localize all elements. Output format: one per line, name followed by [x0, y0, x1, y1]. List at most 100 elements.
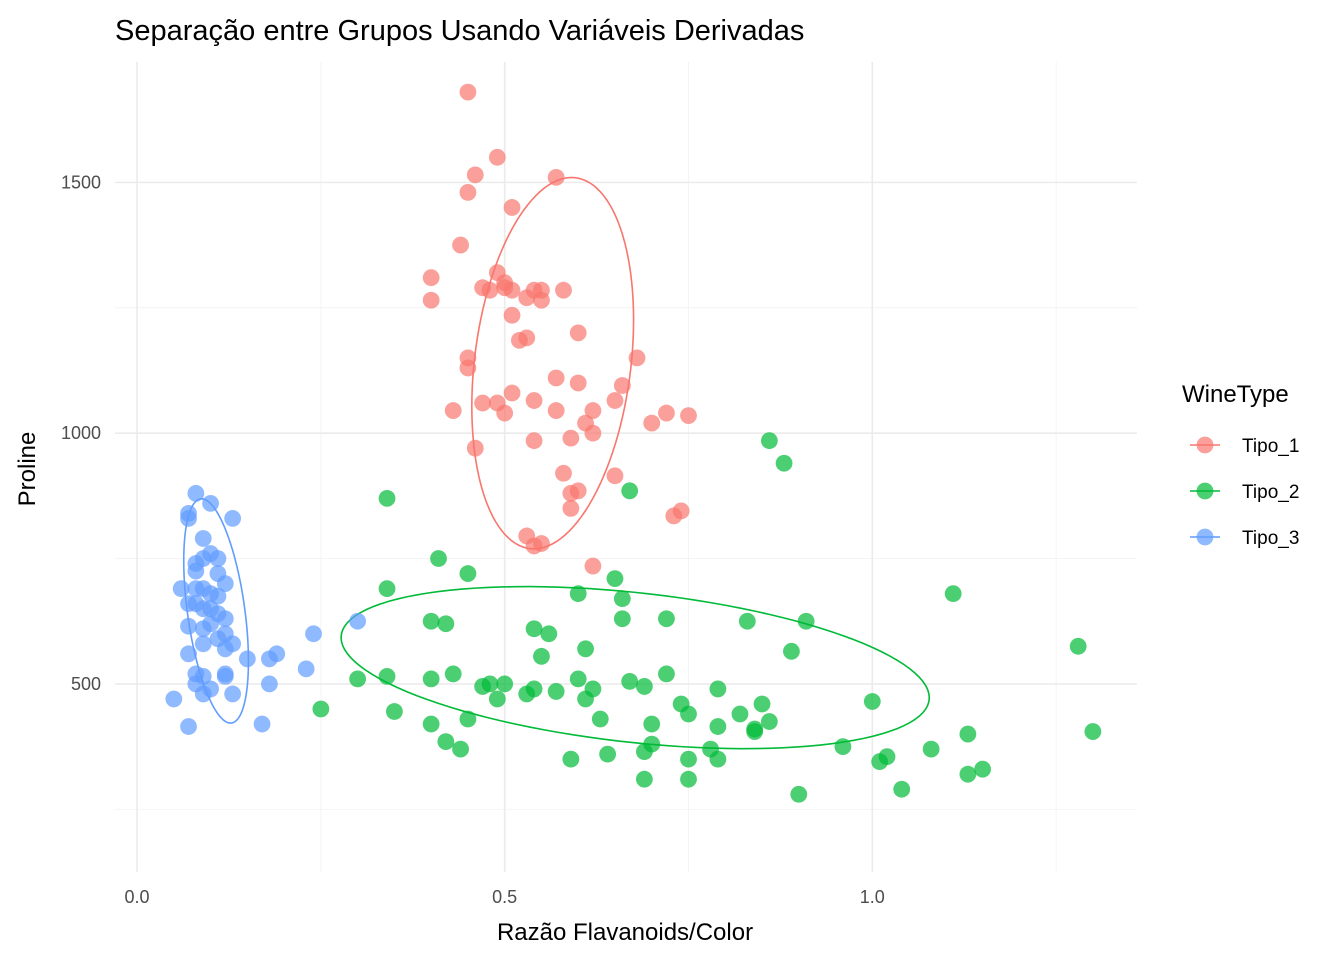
legend-key-tipo-1 — [1196, 436, 1214, 454]
point-tipo-2-11 — [378, 580, 396, 598]
point-tipo-1-5 — [503, 199, 521, 216]
point-tipo-2-76 — [959, 725, 977, 743]
point-tipo-1-39 — [606, 392, 624, 409]
point-tipo-1-34 — [496, 404, 514, 422]
point-tipo-3-0 — [187, 484, 205, 502]
point-tipo-1-32 — [474, 394, 492, 412]
point-tipo-3-36 — [216, 665, 234, 683]
point-tipo-3-4 — [180, 510, 197, 527]
point-tipo-2-56 — [562, 750, 580, 768]
point-tipo-2-24 — [577, 640, 594, 658]
point-tipo-1-31 — [444, 402, 462, 419]
point-tipo-1-42 — [643, 414, 661, 432]
point-tipo-2-6 — [533, 647, 550, 665]
point-tipo-2-73 — [680, 750, 697, 768]
point-tipo-2-26 — [783, 642, 800, 660]
point-tipo-1-17 — [518, 289, 536, 307]
point-tipo-2-59 — [643, 735, 661, 753]
ellipses — [182, 176, 931, 750]
point-tipo-2-39 — [488, 690, 506, 708]
point-tipo-2-33 — [378, 668, 396, 685]
point-tipo-2-64 — [834, 738, 852, 756]
legend-label-tipo-3: Tipo_3 — [1242, 528, 1299, 549]
point-tipo-3-31 — [216, 640, 234, 658]
point-tipo-3-44 — [180, 718, 197, 735]
point-tipo-3-30 — [194, 635, 212, 653]
point-tipo-2-38 — [481, 675, 499, 693]
point-tipo-3-10 — [187, 562, 205, 580]
point-tipo-2-54 — [422, 715, 440, 733]
point-tipo-1-38 — [584, 402, 602, 419]
x-tick-label-1: 0.5 — [492, 887, 517, 907]
point-tipo-2-74 — [790, 785, 808, 803]
point-tipo-2-75 — [893, 780, 911, 798]
point-tipo-2-68 — [959, 765, 977, 783]
point-tipo-2-42 — [577, 690, 594, 708]
point-tipo-2-3 — [378, 489, 396, 507]
point-tipo-1-3 — [547, 168, 565, 186]
point-tipo-2-36 — [459, 710, 477, 728]
point-tipo-3-42 — [349, 612, 367, 630]
point-tipo-3-25 — [180, 617, 197, 635]
point-tipo-2-1 — [775, 454, 793, 472]
point-tipo-3-49 — [224, 685, 242, 703]
point-tipo-3-41 — [305, 625, 322, 643]
point-tipo-3-37 — [238, 650, 256, 668]
y-tick-label-0: 500 — [71, 674, 101, 694]
point-tipo-1-18 — [533, 291, 550, 309]
point-tipo-1-7 — [422, 269, 440, 287]
point-tipo-1-35 — [525, 392, 543, 409]
point-tipo-2-14 — [569, 670, 587, 688]
point-tipo-1-53 — [665, 507, 683, 525]
point-tipo-2-66 — [878, 748, 896, 766]
x-tick-label-0: 0.0 — [125, 887, 150, 907]
confidence-ellipse-tipo-1 — [471, 176, 635, 550]
point-tipo-2-27 — [944, 585, 962, 603]
point-tipo-3-32 — [180, 645, 197, 663]
point-tipo-2-37 — [437, 733, 455, 750]
data-points — [165, 83, 1102, 803]
point-tipo-2-48 — [731, 705, 749, 723]
x-tick-label-2: 1.0 — [860, 887, 885, 907]
tick-labels: 0.0 0.5 1.0 500 1000 1500 — [61, 172, 885, 907]
point-tipo-2-10 — [569, 585, 587, 603]
point-tipo-1-41 — [680, 407, 697, 424]
point-tipo-2-23 — [547, 683, 565, 700]
x-axis-title: Razão Flavanoids/Color — [497, 919, 753, 946]
point-tipo-1-14 — [503, 281, 521, 299]
point-tipo-1-1 — [488, 148, 506, 166]
point-tipo-2-8 — [613, 590, 631, 608]
point-tipo-1-43 — [562, 429, 580, 447]
point-tipo-1-45 — [466, 439, 484, 457]
point-tipo-3-7 — [209, 550, 227, 567]
point-tipo-2-2 — [621, 482, 639, 500]
point-tipo-1-24 — [628, 349, 646, 367]
point-tipo-2-16 — [658, 610, 675, 628]
point-tipo-3-2 — [202, 494, 219, 512]
point-tipo-2-45 — [658, 665, 675, 683]
point-tipo-2-72 — [635, 770, 653, 788]
legend-label-tipo-2: Tipo_2 — [1242, 482, 1299, 503]
point-tipo-2-44 — [635, 678, 653, 695]
point-tipo-1-51 — [562, 499, 580, 517]
point-tipo-2-28 — [797, 612, 815, 630]
point-tipo-2-43 — [591, 710, 609, 728]
chart-title: Separação entre Grupos Usando Variáveis … — [115, 15, 804, 47]
point-tipo-2-12 — [422, 612, 440, 630]
point-tipo-1-6 — [452, 236, 469, 254]
point-tipo-2-60 — [680, 770, 697, 788]
point-tipo-2-32 — [349, 670, 367, 688]
point-tipo-3-17 — [209, 587, 227, 605]
point-tipo-2-0 — [760, 432, 778, 450]
point-tipo-3-48 — [261, 675, 278, 693]
y-axis-title: Proline — [14, 432, 41, 507]
point-tipo-1-8 — [422, 291, 440, 309]
point-tipo-3-43 — [165, 690, 183, 708]
point-tipo-2-47 — [680, 705, 697, 723]
point-tipo-1-40 — [658, 404, 675, 422]
point-tipo-2-57 — [599, 745, 617, 763]
legend-key-tipo-2 — [1196, 482, 1214, 500]
point-tipo-2-29 — [738, 612, 756, 630]
